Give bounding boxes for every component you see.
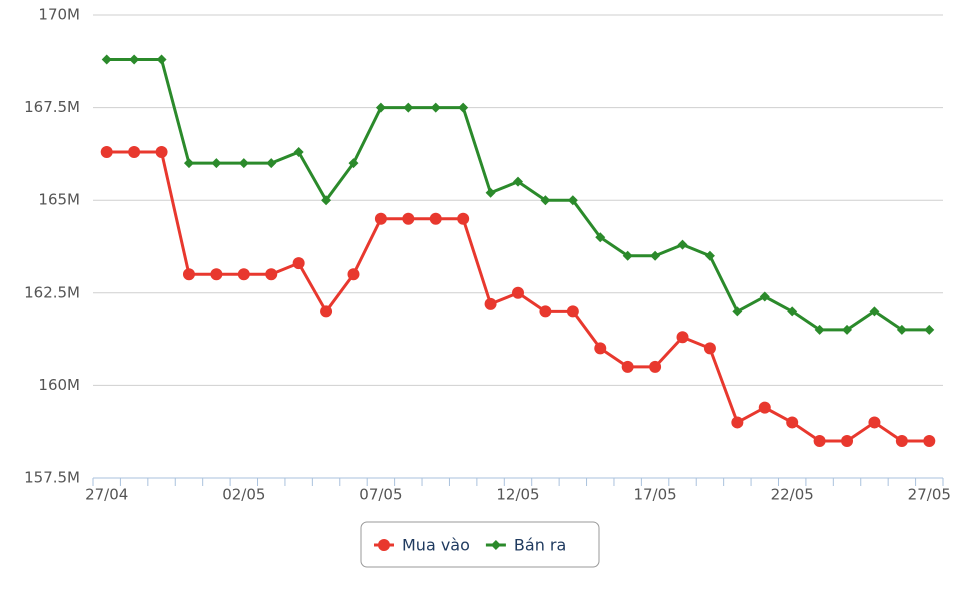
y-tick-label: 165M xyxy=(38,191,80,209)
marker xyxy=(649,360,662,373)
marker xyxy=(895,434,908,447)
marker xyxy=(211,158,222,169)
marker xyxy=(266,158,277,169)
marker xyxy=(787,306,798,317)
marker xyxy=(348,158,359,169)
marker xyxy=(814,324,825,335)
marker xyxy=(896,324,907,335)
marker xyxy=(321,195,332,206)
marker xyxy=(758,401,771,414)
legend-marker xyxy=(378,539,390,551)
marker xyxy=(868,416,881,429)
marker xyxy=(759,291,770,302)
y-tick-label: 162.5M xyxy=(24,283,80,301)
x-tick-label: 07/05 xyxy=(359,486,402,504)
marker xyxy=(539,305,552,318)
marker xyxy=(347,268,360,281)
marker xyxy=(237,268,250,281)
marker xyxy=(374,212,387,225)
marker xyxy=(703,342,716,355)
x-tick-label: 22/05 xyxy=(771,486,814,504)
marker xyxy=(869,306,880,317)
marker xyxy=(677,239,688,250)
marker xyxy=(676,331,689,344)
marker xyxy=(567,195,578,206)
marker xyxy=(731,416,744,429)
marker xyxy=(293,147,304,158)
marker xyxy=(155,146,168,159)
marker xyxy=(100,146,113,159)
marker xyxy=(183,158,194,169)
marker xyxy=(403,102,414,113)
legend-marker xyxy=(490,540,501,550)
marker xyxy=(512,286,524,299)
marker xyxy=(210,268,223,281)
marker xyxy=(650,250,661,261)
legend-item[interactable]: Mua vào xyxy=(402,536,470,555)
marker xyxy=(238,158,249,169)
marker xyxy=(182,268,195,281)
marker xyxy=(594,342,607,355)
marker xyxy=(484,297,497,310)
marker xyxy=(430,102,441,113)
marker xyxy=(704,250,715,261)
marker xyxy=(457,212,470,225)
marker xyxy=(292,257,305,270)
x-tick-label: 12/05 xyxy=(496,486,539,504)
marker xyxy=(621,360,634,373)
x-tick-label: 27/05 xyxy=(908,486,951,504)
marker xyxy=(458,102,469,113)
marker xyxy=(540,195,551,206)
marker xyxy=(924,324,935,335)
marker xyxy=(128,146,141,159)
marker xyxy=(786,416,799,429)
y-tick-label: 167.5M xyxy=(24,98,80,116)
marker xyxy=(101,54,112,65)
marker xyxy=(375,102,386,113)
marker xyxy=(732,306,743,317)
marker xyxy=(156,54,167,65)
x-tick-label: 17/05 xyxy=(633,486,676,504)
marker xyxy=(566,305,579,318)
marker xyxy=(841,434,854,447)
legend-item[interactable]: Bán ra xyxy=(514,536,566,555)
marker xyxy=(402,212,415,225)
marker xyxy=(513,176,523,187)
y-tick-label: 160M xyxy=(38,376,80,394)
legend-box xyxy=(360,521,600,568)
marker xyxy=(265,268,278,281)
marker xyxy=(813,434,826,447)
marker xyxy=(320,305,333,318)
marker xyxy=(595,232,606,243)
y-tick-label: 170M xyxy=(38,6,80,24)
marker xyxy=(622,250,633,261)
y-tick-label: 157.5M xyxy=(24,469,80,487)
marker xyxy=(129,54,140,65)
marker xyxy=(842,324,853,335)
marker xyxy=(485,187,496,198)
marker xyxy=(429,212,442,225)
marker xyxy=(923,434,936,447)
x-tick-label: 02/05 xyxy=(222,486,265,504)
x-tick-label: 27/04 xyxy=(85,486,128,504)
